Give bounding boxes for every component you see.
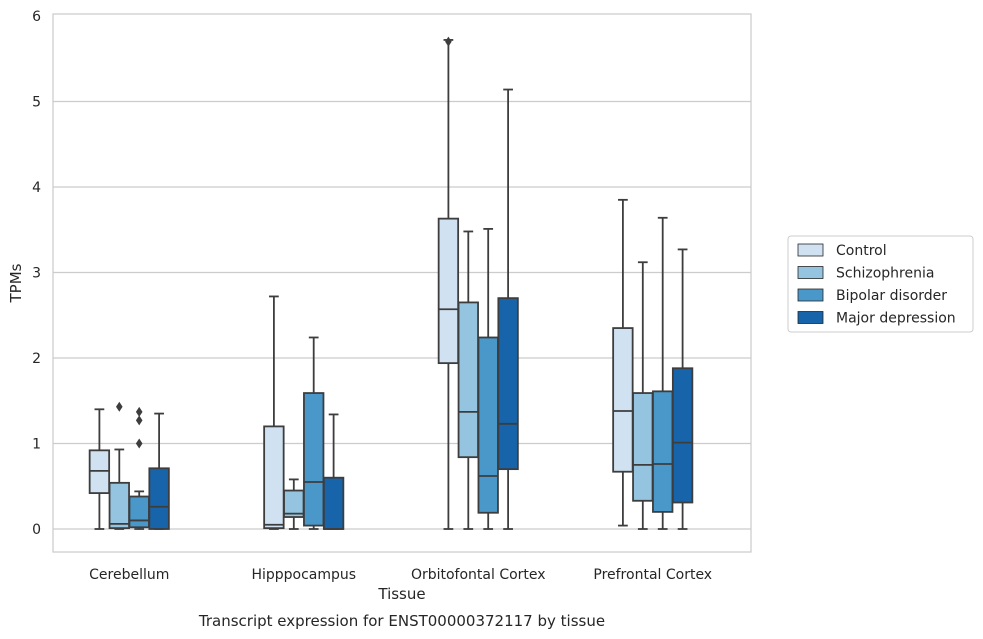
y-tick-label: 1 — [32, 437, 41, 453]
legend-swatch — [797, 243, 824, 257]
legend-swatch — [797, 266, 824, 279]
y-tick-labels: 0 1 2 3 4 5 6 — [32, 9, 41, 538]
y-tick-label: 5 — [32, 95, 41, 111]
y-axis-label: TPMs — [7, 263, 25, 303]
box-control — [263, 295, 285, 530]
box-iqr — [497, 297, 519, 471]
y-tick-label: 4 — [32, 180, 41, 196]
box-major-depression — [671, 248, 694, 530]
box-major-depression — [322, 413, 345, 530]
x-tick-labels: Cerebellum Hipppocampus Orbitofontal Corte… — [89, 567, 712, 583]
legend: Control Schizophrenia Bipolar disorder Majo… — [787, 235, 974, 333]
legend-swatch — [797, 288, 824, 302]
box-iqr — [612, 327, 634, 473]
outlier-point — [116, 401, 123, 412]
x-tick-label: Prefrontal Cortex — [593, 567, 712, 583]
box-iqr — [128, 495, 150, 529]
y-tick-label: 3 — [32, 266, 41, 282]
box-iqr — [457, 301, 479, 459]
box-schizophrenia — [457, 230, 479, 530]
box-iqr — [671, 367, 694, 504]
box-iqr — [108, 481, 130, 530]
y-tick-label: 2 — [32, 351, 41, 367]
legend-label: Bipolar disorder — [836, 288, 947, 304]
box-schizophrenia — [632, 261, 654, 530]
box-bipolar-disorder — [303, 336, 325, 530]
box-iqr — [652, 390, 674, 513]
box-iqr — [303, 392, 325, 527]
chart-title: Transcript expression for ENST0000037211… — [198, 612, 605, 630]
box-iqr — [148, 467, 170, 530]
legend-items: Control Schizophrenia Bipolar disorder Majo… — [797, 243, 956, 327]
x-tick-label: Cerebellum — [89, 567, 169, 583]
box-major-depression — [148, 412, 170, 530]
box-control — [612, 198, 634, 527]
box-iqr — [437, 217, 460, 365]
box-schizophrenia — [283, 478, 305, 530]
legend-label: Schizophrenia — [836, 266, 934, 282]
outlier-point — [135, 438, 143, 449]
box-iqr — [477, 336, 499, 514]
y-tick-label: 6 — [32, 9, 41, 25]
x-tick-label: Orbitofontal Cortex — [411, 567, 546, 583]
outlier-point — [135, 406, 143, 417]
outlier-point — [135, 415, 143, 426]
outlier-point — [445, 36, 452, 47]
legend-frame — [787, 235, 974, 333]
box-series — [88, 36, 694, 530]
legend-swatch — [797, 311, 824, 324]
box-bipolar-disorder — [652, 216, 674, 530]
box-iqr — [263, 425, 285, 530]
x-tick-label: Hipppocampus — [251, 567, 356, 583]
x-axis-label: Tissue — [377, 585, 425, 603]
box-iqr — [632, 392, 654, 502]
box-control — [437, 36, 460, 530]
y-tick-label: 0 — [32, 522, 41, 538]
box-major-depression — [497, 88, 519, 530]
box-control — [88, 408, 111, 530]
legend-label: Major depression — [836, 311, 956, 327]
box-iqr — [322, 476, 345, 530]
legend-label: Control — [836, 243, 887, 259]
